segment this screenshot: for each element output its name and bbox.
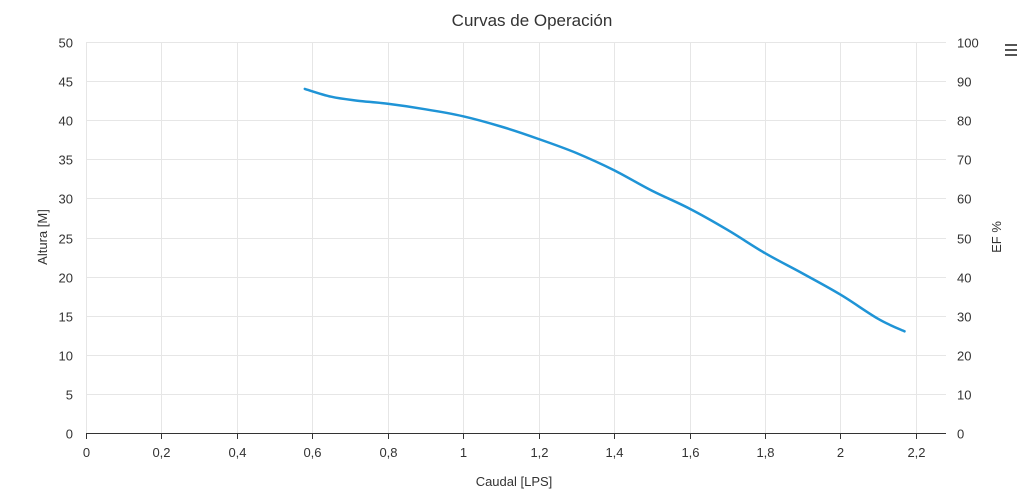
y-axis-label: Altura [M]	[35, 209, 50, 265]
y2-tick-label: 0	[957, 427, 964, 442]
y-tick-label: 50	[59, 36, 73, 51]
y-tick-label: 30	[59, 192, 73, 207]
chart-title: Curvas de Operación	[452, 11, 613, 30]
y2-tick-label: 40	[957, 271, 971, 286]
y2-tick-label: 50	[957, 232, 971, 247]
x-tick-label: 2,2	[907, 445, 925, 460]
y2-tick-label: 90	[957, 75, 971, 90]
y-tick-label: 40	[59, 114, 73, 129]
chart-menu-button[interactable]	[999, 38, 1023, 62]
y2-tick-label: 10	[957, 388, 971, 403]
x-tick-label: 1,6	[681, 445, 699, 460]
y2-tick-label: 20	[957, 349, 971, 364]
y-tick-label: 35	[59, 153, 73, 168]
y2-axis-label: EF %	[989, 221, 1004, 253]
y-tick-label: 20	[59, 271, 73, 286]
hamburger-menu-icon	[1005, 44, 1017, 46]
x-tick-label: 1,2	[530, 445, 548, 460]
y-tick-label: 10	[59, 349, 73, 364]
x-tick-label: 2	[837, 445, 844, 460]
grid-layer	[86, 42, 946, 434]
x-tick-label: 0,2	[152, 445, 170, 460]
x-tick-label: 1	[460, 445, 467, 460]
y-tick-label: 45	[59, 75, 73, 90]
x-tick-label: 1,4	[605, 445, 623, 460]
y-tick-label: 15	[59, 310, 73, 325]
y2-tick-label: 30	[957, 310, 971, 325]
y2-tick-label: 70	[957, 153, 971, 168]
series-layer	[303, 87, 906, 333]
y-tick-label: 25	[59, 232, 73, 247]
y-tick-label: 0	[66, 427, 73, 442]
x-tick-label: 0,4	[228, 445, 246, 460]
x-tick-label: 0	[83, 445, 90, 460]
y-tick-label: 5	[66, 388, 73, 403]
x-tick-label: 0,8	[379, 445, 397, 460]
y2-tick-label: 80	[957, 114, 971, 129]
y2-tick-label: 100	[957, 36, 979, 51]
x-tick-label: 1,8	[756, 445, 774, 460]
hamburger-menu-icon-bar	[1005, 49, 1017, 51]
x-tick-label: 0,6	[303, 445, 321, 460]
y2-tick-label: 60	[957, 192, 971, 207]
axes: 0 0,2 0,4 0,6 0,8 1 1,2 1,4 1,6 1,8 2 2,2 0 5 10 15 20 25…	[59, 36, 979, 461]
series-line	[303, 87, 906, 333]
hamburger-menu-icon-bar	[1005, 54, 1017, 56]
x-axis-label: Caudal [LPS]	[476, 474, 553, 489]
